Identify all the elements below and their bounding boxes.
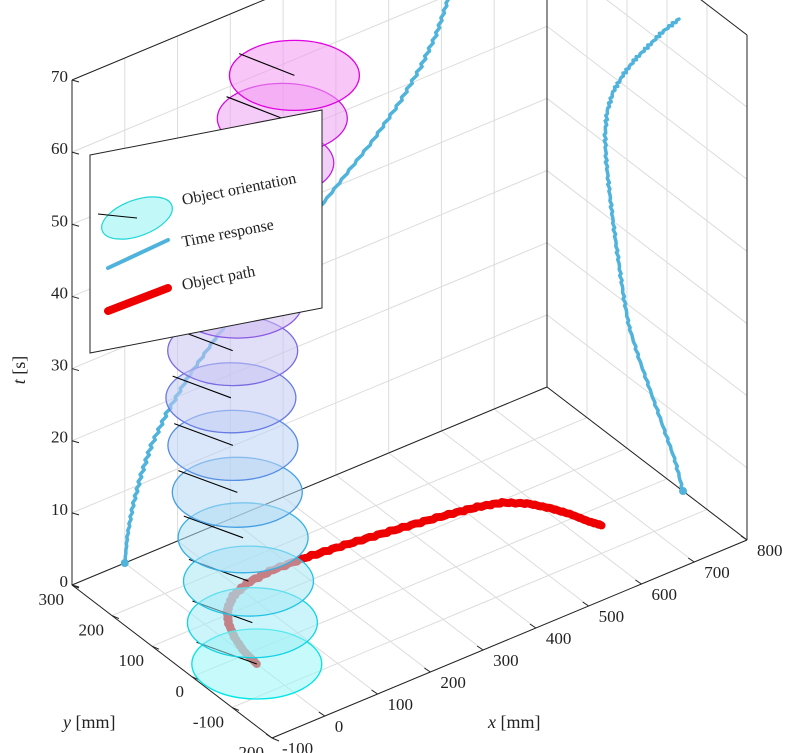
back-wall-grid-z [71, 242, 548, 442]
grid-lines [71, 0, 748, 739]
z-tick-mark [71, 584, 80, 588]
axes-box [71, 0, 748, 739]
y-tick-label: -200 [233, 743, 264, 753]
z-tick-mark [71, 440, 80, 444]
y-tick-label: 200 [79, 621, 105, 640]
side-wall-grid-z [546, 98, 748, 252]
z-tick-label: 60 [51, 139, 68, 158]
y-tick-label: 0 [176, 682, 185, 701]
x-axis-label: x [mm] [487, 712, 541, 732]
z-tick-mark [71, 512, 80, 516]
x-tick-label: 300 [493, 651, 518, 670]
x-tick-label: 400 [546, 629, 572, 648]
y-tick-label: 100 [119, 651, 145, 670]
y-axis-line [71, 584, 273, 739]
time-response-side-line [602, 17, 686, 494]
z-tick-mark [71, 223, 80, 227]
x-tick-mark [265, 733, 273, 739]
x-tick-mark [740, 535, 748, 541]
x-tick-label: 200 [440, 673, 466, 692]
floor-grid-x [493, 408, 695, 563]
x-tick-mark [371, 689, 378, 695]
x-tick-mark [529, 623, 537, 629]
y-tick-mark [151, 645, 160, 650]
floor-grid-x [335, 474, 537, 629]
time-response-yz-projection [602, 17, 687, 496]
floor-grid-x [282, 496, 484, 651]
x-tick-mark [424, 667, 431, 673]
z-tick-label: 30 [51, 356, 68, 375]
x-tick-mark [582, 601, 589, 607]
y-axis-label: y [mm] [61, 712, 116, 732]
orientation-marker [174, 423, 234, 446]
z-tick-mark [71, 368, 80, 372]
z-tick-mark [71, 295, 80, 299]
x-tick-label: -100 [282, 739, 313, 753]
legend-time-swatch [106, 238, 170, 270]
y-tick-mark [111, 615, 120, 620]
z-tick-label: 0 [60, 572, 69, 591]
x-tick-mark [318, 711, 326, 717]
side-wall-grid-z [546, 314, 748, 469]
orientation-marker [178, 470, 238, 493]
side-wall-grid-z [606, 0, 748, 108]
z-tick-label: 70 [51, 67, 68, 86]
tick-labels: -1000100200300400500600700800-200-100010… [39, 67, 783, 753]
orientation-marker [238, 53, 295, 76]
time-response-side-end [679, 487, 687, 496]
x-tick-label: 100 [388, 695, 414, 714]
side-wall-grid-z [700, 0, 748, 36]
orientation-ellipse [228, 39, 361, 112]
floor-grid-x [388, 452, 589, 607]
z-tick-label: 40 [51, 283, 68, 302]
side-floor-edge [546, 386, 748, 541]
y-tick-label: -100 [193, 712, 224, 731]
back-top-edge [71, 0, 266, 81]
time-response-back-start [120, 559, 129, 567]
back-wall-grid-z [71, 314, 548, 514]
x-tick-mark [635, 579, 642, 585]
back-floor-edge [71, 386, 548, 586]
x-tick-label: 500 [599, 607, 625, 626]
legend: Object orientation Time response Object … [89, 109, 323, 354]
x-tick-label: 600 [651, 585, 677, 604]
z-tick-mark [71, 79, 80, 83]
z-tick-mark [71, 151, 80, 155]
side-wall-grid-z [546, 170, 748, 324]
x-tick-label: 700 [704, 563, 730, 582]
orientation-marker [183, 515, 244, 539]
y-tick-label: 300 [39, 590, 65, 609]
orientation-disk [228, 39, 361, 112]
x-tick-label: 0 [335, 717, 344, 736]
side-wall-grid-z [546, 242, 748, 397]
z-tick-label: 10 [51, 500, 68, 519]
y-tick-mark [271, 737, 280, 742]
side-top-edge [700, 0, 748, 36]
side-wall-grid-z [546, 25, 748, 180]
orientation-marker [172, 375, 232, 399]
legend-orientation-marker [97, 213, 138, 219]
x-tick-mark [687, 557, 695, 563]
x-tick-mark [476, 645, 484, 651]
z-tick-label: 20 [51, 428, 68, 447]
x-axis-line [271, 539, 748, 739]
z-tick-label: 50 [51, 211, 68, 230]
legend-path-swatch [104, 284, 172, 315]
z-axis-label: t [s] [9, 356, 29, 385]
y-tick-mark [231, 706, 240, 711]
x-tick-label: 800 [757, 541, 783, 560]
orientation-marker [226, 96, 283, 119]
